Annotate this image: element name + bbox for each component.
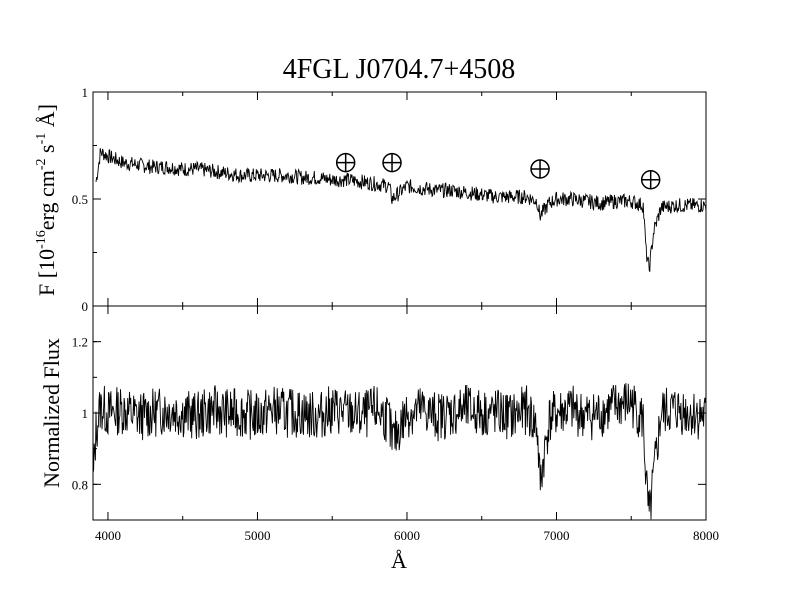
- top-ytick-label: 0.5: [72, 192, 88, 207]
- xtick-label: 7000: [543, 528, 569, 543]
- bottom-ytick-label: 0.8: [72, 477, 88, 492]
- xtick-label: 8000: [693, 528, 719, 543]
- bottom-ytick-label: 1.2: [72, 335, 88, 350]
- bottom-normalized-line: [92, 382, 707, 520]
- chart-title: 4FGL J0704.7+4508: [283, 54, 516, 85]
- ylabel-sup2: -2: [34, 158, 49, 170]
- top-y-axis-label: F [10-16erg cm-2 s-1 Å]: [34, 104, 59, 296]
- earth-circle-plus-icon: [640, 169, 661, 190]
- earth-circle-plus-icon: [335, 152, 356, 173]
- ylabel-sup1: -16: [34, 230, 49, 249]
- ylabel-mid2: s: [34, 144, 59, 158]
- earth-circle-plus-icon: [382, 152, 402, 173]
- bottom-ytick-label: 1: [82, 406, 89, 421]
- ylabel-prefix: F [10: [34, 249, 59, 296]
- bottom-y-axis-label: Normalized Flux: [39, 338, 64, 488]
- ylabel-mid: erg cm: [34, 170, 59, 230]
- xtick-label: 6000: [394, 528, 420, 543]
- ylabel-end: Å]: [34, 104, 59, 133]
- ylabel-sup3: -1: [34, 133, 49, 145]
- top-spectrum-line: [95, 148, 707, 272]
- xtick-label: 4000: [95, 528, 121, 543]
- bottom-panel: 0.8 1 1.2 4000 5000 6000 7000 8000: [72, 305, 719, 543]
- top-panel: 00.51: [72, 85, 707, 314]
- earth-circle-plus-icon: [530, 159, 550, 179]
- top-ytick-label: 0: [82, 299, 89, 314]
- bottom-plot-frame: [92, 305, 707, 521]
- xtick-label: 5000: [244, 528, 270, 543]
- top-ytick-label: 1: [82, 85, 89, 100]
- x-axis-label: Å: [391, 548, 407, 573]
